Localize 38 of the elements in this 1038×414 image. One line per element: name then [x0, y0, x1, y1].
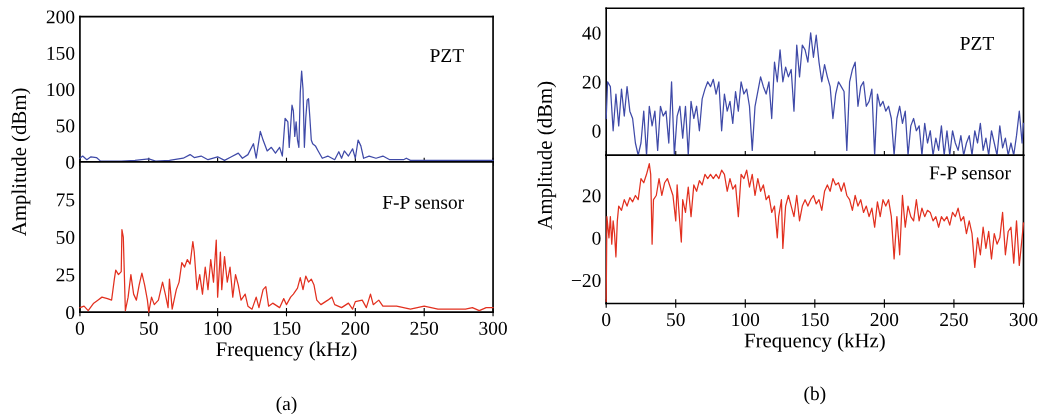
x-tick-label: 150 [273, 321, 301, 335]
x-tick-label: 150 [801, 313, 829, 327]
text: (b) [804, 386, 826, 405]
y-tick-label: −20 [571, 273, 601, 288]
y-tick-label: 20 [582, 189, 601, 203]
y-tick-label: 50 [56, 230, 75, 244]
x-tick-label: 50 [140, 321, 158, 335]
y-tick-label: 40 [582, 26, 601, 40]
x-tick-label: 0 [75, 321, 85, 335]
text: PZT [960, 36, 994, 50]
y-axis-title: Amplitude (dBm) [11, 88, 31, 237]
y-axis-title: Amplitude (dBm) [537, 81, 557, 230]
x-tick-label: 100 [732, 313, 760, 327]
x-tick-label: 100 [204, 321, 232, 335]
x-tick-label: 250 [940, 313, 968, 327]
y-tick-label: 150 [47, 46, 75, 60]
text: F-P sensor [382, 195, 464, 209]
text: PZT [430, 49, 464, 62]
y-tick-label: 0 [592, 124, 601, 138]
x-tick-label: 300 [479, 321, 507, 335]
x-axis-title: Frequency (kHz) [744, 332, 885, 352]
y-tick-label: 25 [56, 268, 75, 282]
series-label: F-P sensor [929, 166, 1011, 180]
y-tick-label: 20 [582, 75, 601, 89]
y-tick-label: 50 [56, 119, 75, 133]
x-tick-label: 200 [341, 321, 370, 335]
x-tick-label: 200 [870, 313, 899, 327]
y-tick-label: 200 [46, 10, 75, 24]
y-tick-label: 75 [56, 193, 75, 207]
x-tick-label: 50 [667, 313, 685, 327]
text: (a) [276, 396, 297, 414]
x-tick-label: 300 [1009, 313, 1038, 327]
x-axis-title: Frequency (kHz) [216, 341, 357, 361]
y-tick-label: 0 [592, 231, 601, 245]
y-tick-label: 0 [66, 155, 75, 169]
x-tick-label: 250 [410, 321, 439, 335]
x-tick-label: 0 [602, 313, 611, 327]
y-tick-label: 100 [47, 83, 75, 97]
